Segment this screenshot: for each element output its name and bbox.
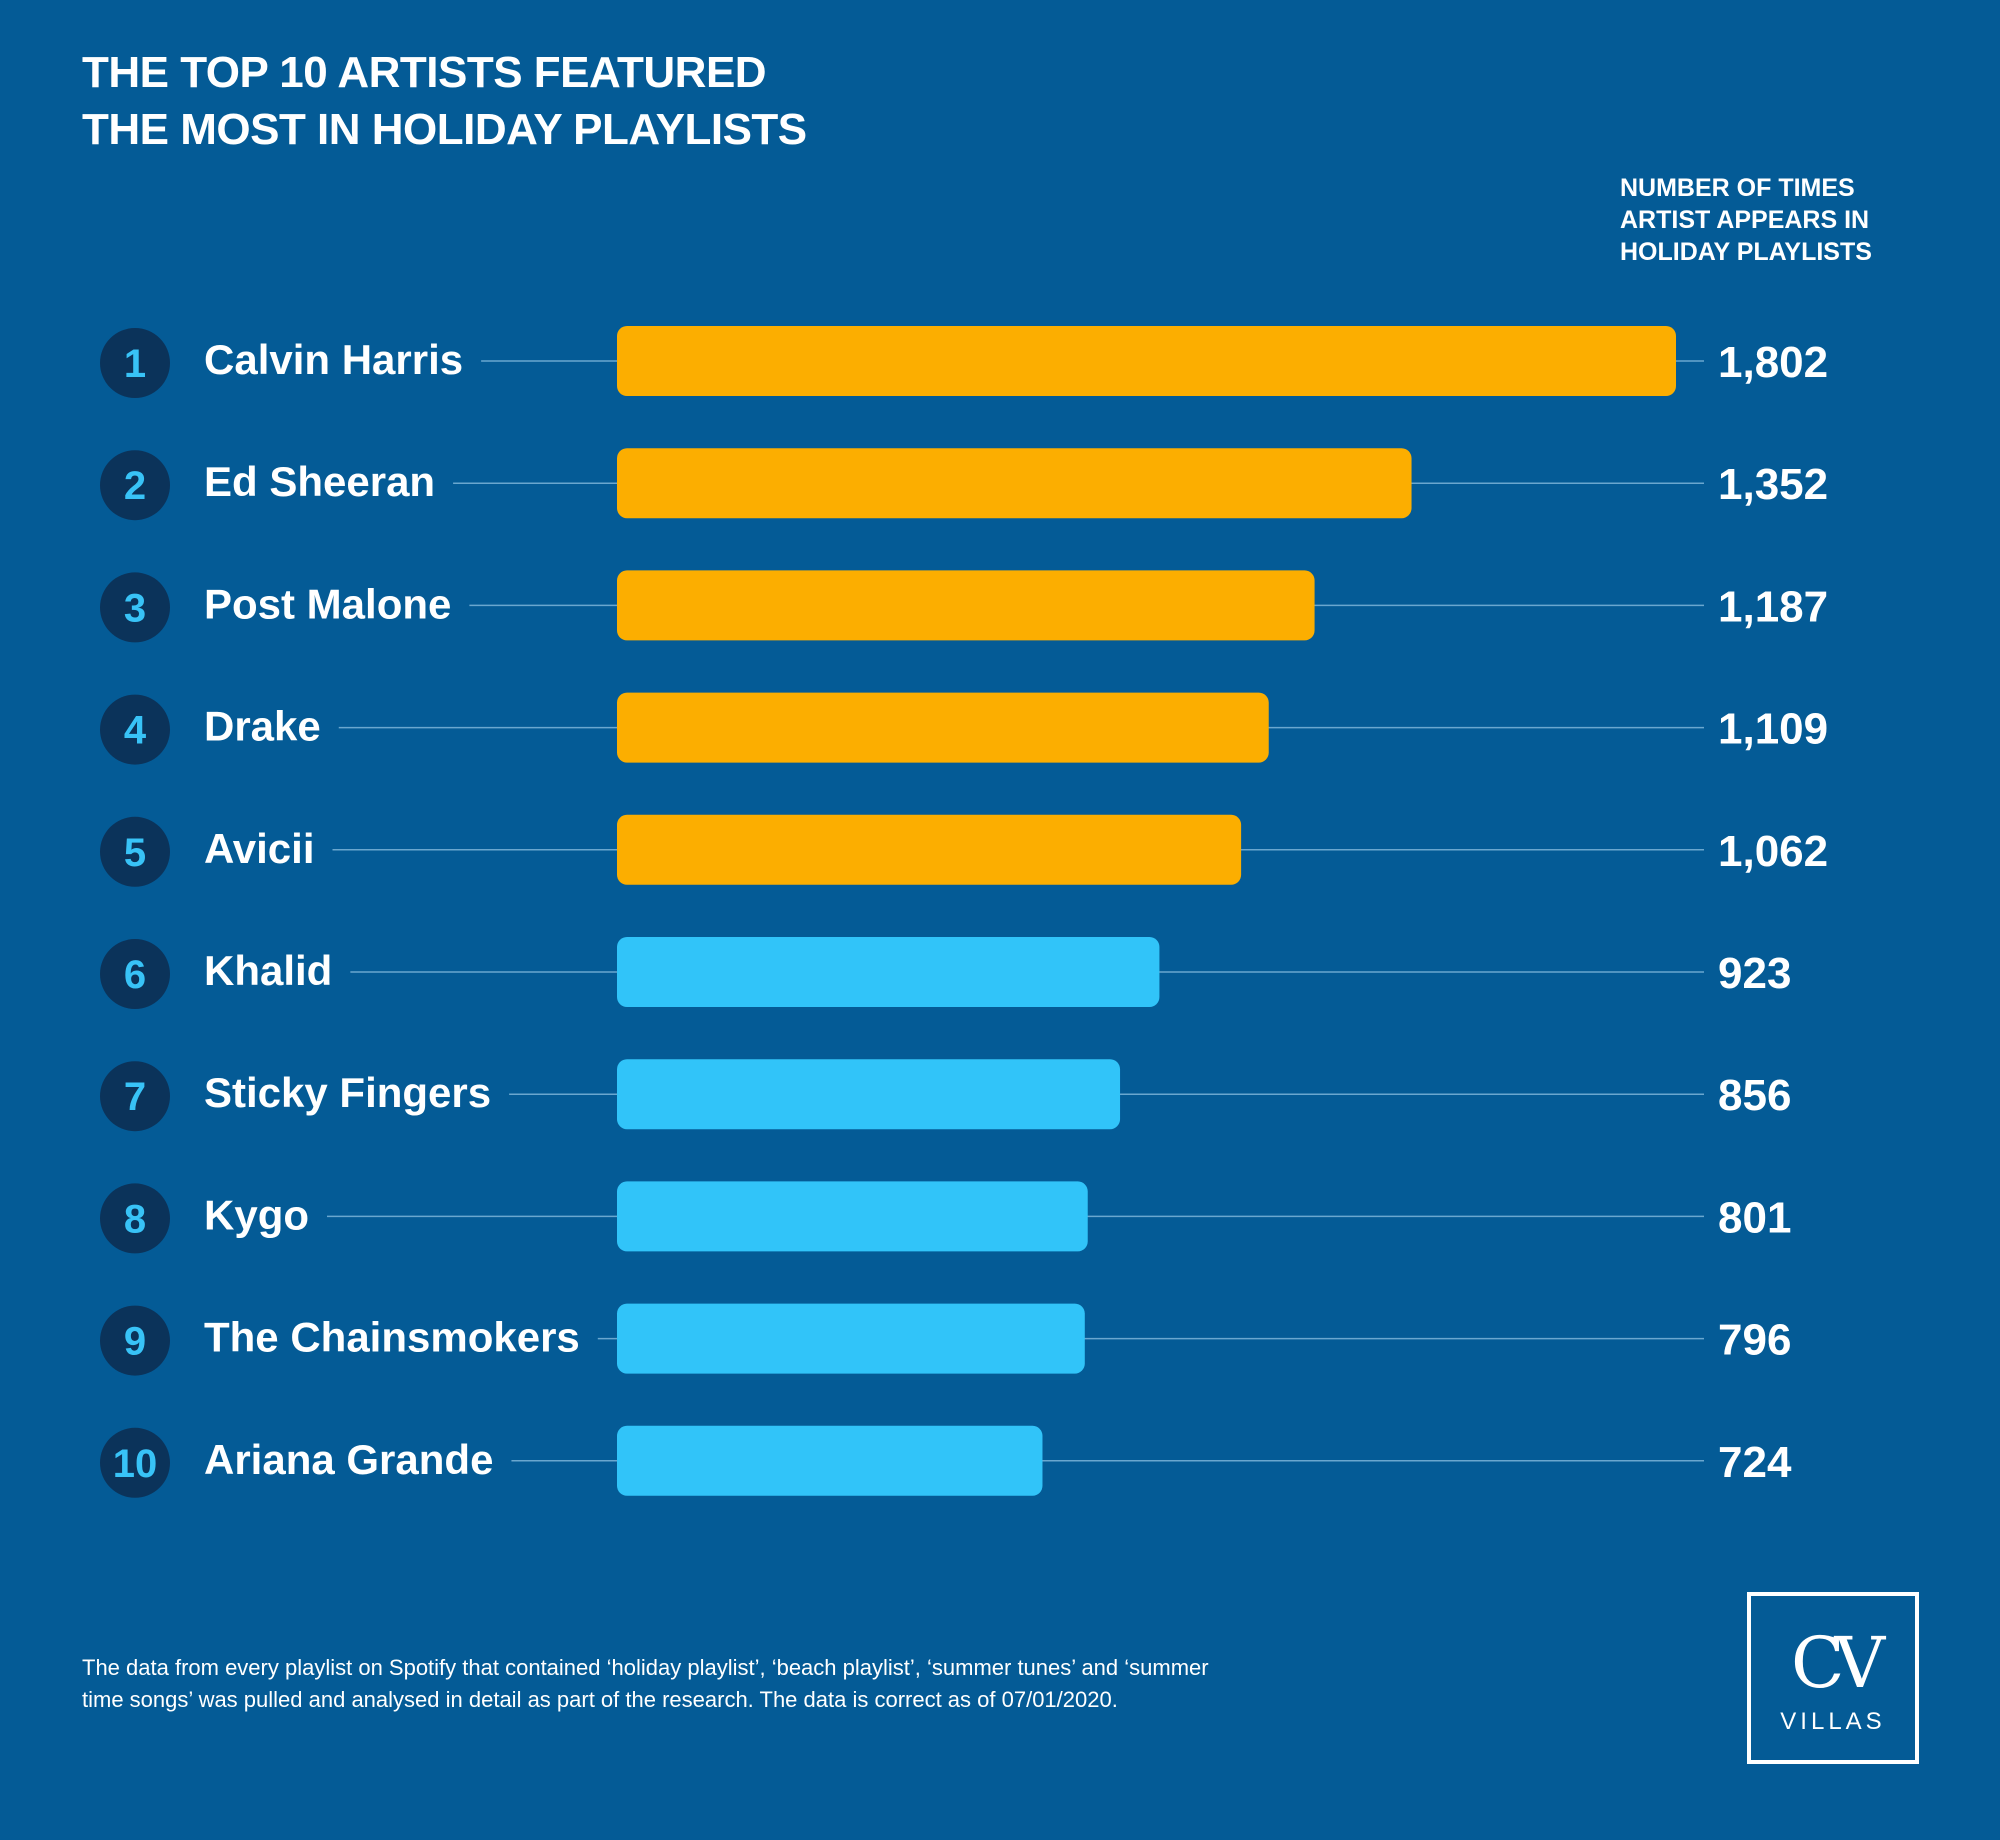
value-label: 1,062: [1718, 827, 1828, 876]
value-label: 801: [1718, 1193, 1791, 1242]
rank-number: 1: [124, 342, 146, 386]
bar-row: 1 Calvin Harris 1,802: [100, 326, 1828, 398]
value-column-header: NUMBER OF TIMES ARTIST APPEARS IN HOLIDA…: [1620, 172, 1872, 268]
bar: [617, 448, 1412, 519]
bar: [617, 326, 1676, 396]
bar-row: 3 Post Malone 1,187: [100, 570, 1828, 643]
bar-row: 9 The Chainsmokers 796: [100, 1303, 1791, 1376]
value-label: 724: [1718, 1438, 1792, 1487]
bar: [617, 937, 1160, 1007]
rank-number: 6: [124, 953, 146, 997]
rank-badge: [100, 1183, 170, 1254]
value-label: 856: [1718, 1071, 1791, 1120]
rank-number: 2: [124, 464, 146, 508]
footnote: The data from every playlist on Spotify …: [82, 1652, 1209, 1716]
artist-label: Ariana Grande: [204, 1436, 493, 1483]
value-column-header-line-1: NUMBER OF TIMES: [1620, 174, 1855, 202]
artist-label: Calvin Harris: [204, 336, 463, 383]
artist-label: Kygo: [204, 1191, 309, 1238]
value-label: 1,352: [1718, 460, 1828, 509]
bar: [617, 1181, 1088, 1252]
bar-row: 8 Kygo 801: [100, 1181, 1791, 1254]
rank-badge: [100, 572, 170, 643]
logo-mark: CV: [1790, 1622, 1885, 1704]
bar-row: 2 Ed Sheeran 1,352: [100, 448, 1828, 521]
value-column-header-line-2: ARTIST APPEARS IN: [1620, 206, 1870, 234]
value-label: 1,109: [1718, 705, 1828, 754]
rank-number: 5: [124, 831, 146, 875]
rank-number: 3: [124, 586, 146, 630]
rank-number: 4: [124, 709, 147, 753]
artist-label: Khalid: [204, 947, 332, 994]
bar: [617, 1059, 1121, 1130]
artist-label: Avicii: [204, 825, 315, 872]
chart-title-line-2: THE MOST IN HOLIDAY PLAYLISTS: [82, 105, 807, 154]
artist-label: Ed Sheeran: [204, 458, 435, 505]
bar: [617, 1303, 1085, 1374]
rank-badge: [100, 450, 170, 521]
bar: [617, 570, 1315, 641]
cv-villas-logo: CV VILLAS: [1747, 1592, 1919, 1764]
artist-label: Sticky Fingers: [204, 1069, 491, 1116]
artist-label: Drake: [204, 703, 321, 750]
artist-label: The Chainsmokers: [204, 1314, 580, 1361]
rank-badge: [100, 328, 170, 398]
bar-chart: 1 Calvin Harris 1,802 2 Ed Sheeran 1,352 3 Post…: [100, 326, 1828, 1498]
value-column-header-line-3: HOLIDAY PLAYLISTS: [1620, 238, 1872, 266]
rank-badge: [100, 1061, 170, 1132]
rank-number: 10: [113, 1442, 158, 1486]
value-label: 796: [1718, 1316, 1791, 1365]
value-label: 1,802: [1718, 338, 1828, 387]
chart-title-line-1: THE TOP 10 ARTISTS FEATURED: [82, 48, 767, 97]
rank-number: 8: [124, 1197, 146, 1241]
footnote-line-1: The data from every playlist on Spotify …: [82, 1655, 1209, 1680]
rank-badge: [100, 816, 170, 887]
rank-badge: [100, 694, 170, 765]
bar-row: 10 Ariana Grande 724: [100, 1425, 1792, 1498]
chart-title: THE TOP 10 ARTISTS FEATURED THE MOST IN …: [82, 44, 807, 158]
footnote-line-2: time songs’ was pulled and analysed in d…: [82, 1687, 1118, 1712]
bar: [617, 692, 1269, 763]
bar-row: 7 Sticky Fingers 856: [100, 1059, 1791, 1132]
logo-wordmark: VILLAS: [1780, 1708, 1886, 1735]
bar: [617, 814, 1242, 885]
rank-number: 7: [124, 1075, 146, 1119]
bar-row: 6 Khalid 923: [100, 937, 1791, 1009]
bar-row: 5 Avicii 1,062: [100, 814, 1828, 887]
bar-row: 4 Drake 1,109: [100, 692, 1828, 765]
value-label: 923: [1718, 949, 1791, 998]
artist-label: Post Malone: [204, 580, 451, 627]
rank-number: 9: [124, 1320, 146, 1364]
bar: [617, 1425, 1043, 1496]
rank-badge: [100, 1427, 170, 1498]
rank-badge: [100, 1305, 170, 1376]
rank-badge: [100, 939, 170, 1009]
value-label: 1,187: [1718, 582, 1828, 631]
